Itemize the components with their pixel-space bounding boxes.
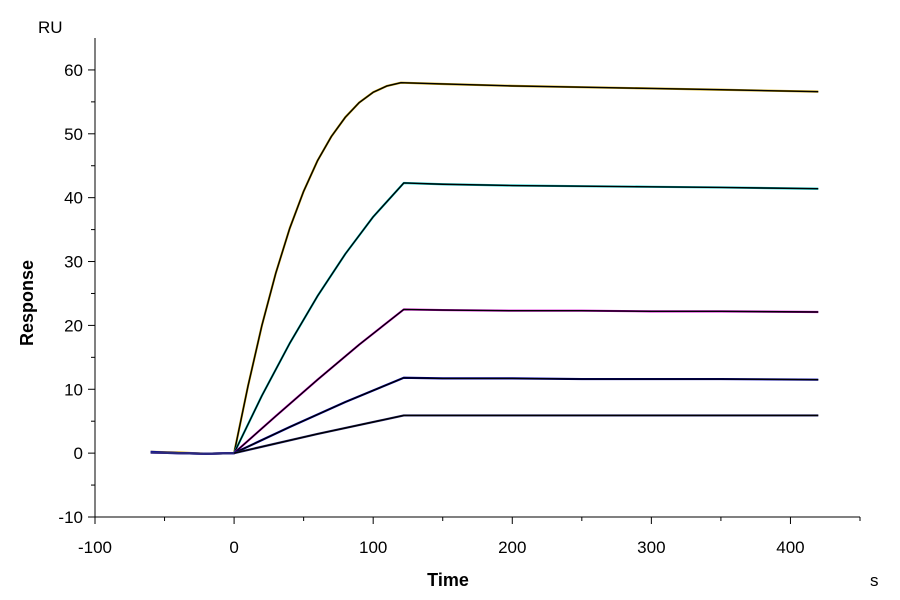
x-tick-label: -100 <box>78 538 112 557</box>
x-tick-label: 200 <box>498 538 526 557</box>
data-curve-2 <box>150 181 819 455</box>
x-axis-title: Time <box>427 570 469 590</box>
y-tick-label: 50 <box>64 125 83 144</box>
x-tick-label: 400 <box>776 538 804 557</box>
y-unit-label: RU <box>38 18 63 37</box>
data-curve-5 <box>150 414 819 455</box>
y-tick-label: -10 <box>58 508 83 527</box>
y-tick-label: 20 <box>64 316 83 335</box>
data-curve-1 <box>150 81 819 455</box>
y-tick-label: 0 <box>74 444 83 463</box>
fit-curve-2 <box>233 182 819 454</box>
y-tick-label: 40 <box>64 189 83 208</box>
fit-curve-3 <box>233 308 819 454</box>
axes <box>94 38 860 518</box>
x-tick-label: 0 <box>229 538 238 557</box>
fit-curve-5 <box>233 414 819 454</box>
fit-curve-1 <box>233 82 819 454</box>
fit-curve-4 <box>233 377 819 454</box>
y-axis-title: Response <box>17 260 37 346</box>
y-tick-label: 30 <box>64 253 83 272</box>
y-tick-label: 60 <box>64 61 83 80</box>
x-tick-label: 100 <box>359 538 387 557</box>
x-tick-label: 300 <box>637 538 665 557</box>
plot-area <box>150 81 819 455</box>
y-tick-label: 10 <box>64 380 83 399</box>
x-unit-label: s <box>870 571 879 590</box>
data-curve-3 <box>150 308 819 455</box>
